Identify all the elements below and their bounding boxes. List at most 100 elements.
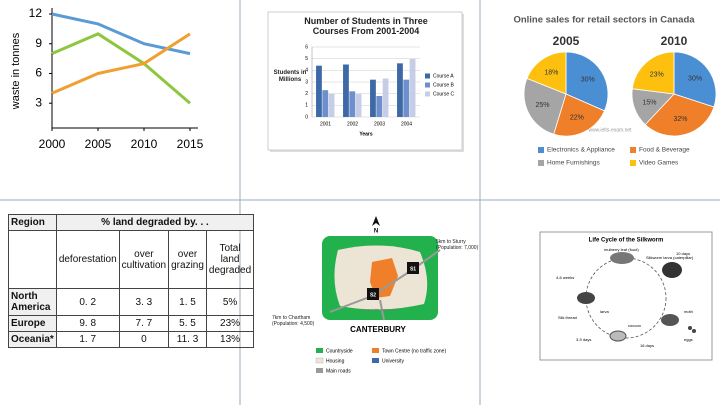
school [367, 288, 379, 300]
main-road [379, 299, 385, 321]
cocoon [609, 330, 627, 342]
x-tick-label: 2000 [39, 137, 66, 151]
x-axis-label: Years [359, 131, 373, 137]
line-series [51, 32, 191, 105]
x-tick-label: 2001 [320, 121, 331, 127]
table-cell: 3. 3 [118, 288, 170, 316]
diagram-label: larva [600, 309, 609, 314]
legend-label: Countryside [326, 348, 353, 354]
y-tick-label: 6 [305, 44, 308, 50]
row-header: Oceania* [8, 331, 57, 348]
watermark: www.ielts-exam.net [363, 307, 398, 312]
diagram-label: 4-6 weeks [556, 275, 574, 280]
legend-swatch [630, 160, 636, 166]
value-label: 30% [581, 77, 595, 84]
value-label: 15% [642, 100, 656, 107]
main-road [329, 249, 441, 313]
legend-label: Town Centre (no traffic zone) [382, 348, 446, 354]
x-tick-label: 2004 [401, 121, 412, 127]
pie-slice [631, 51, 675, 95]
map: N S1 S2 www.ielts-exam.net CANTERBURY Co… [315, 216, 446, 374]
school-label: S1 [410, 266, 416, 272]
pie-slice [673, 51, 717, 108]
y-tick-label: 2 [305, 91, 308, 97]
table-cell: 1. 7 [55, 331, 120, 348]
moth [661, 314, 679, 326]
map-label: 5km to Sturry (Population: 7,000) [436, 239, 479, 251]
legend-label: Home Furnishings [547, 160, 600, 167]
legend-swatch [425, 91, 430, 97]
bar [403, 79, 410, 117]
y-tick-label: 6 [35, 66, 42, 80]
bar [397, 63, 403, 117]
pie-name: 2005 [553, 34, 580, 48]
table-cell: 0. 2 [55, 288, 120, 316]
legend-swatch [425, 82, 430, 88]
school [407, 262, 419, 274]
table-cell: 5% [205, 288, 255, 316]
value-label: 32% [673, 116, 687, 123]
diagram-label: 10 days [676, 251, 690, 256]
row-header: Europe [8, 315, 57, 332]
legend-swatch [538, 147, 544, 153]
value-label: 22% [570, 115, 584, 122]
legend-swatch [538, 160, 544, 166]
legend-swatch [316, 348, 323, 353]
x-tick-label: 2015 [177, 137, 204, 151]
table-cell: 13% [205, 331, 255, 348]
leaf [610, 252, 634, 264]
bar-y-label: Students in Millions [273, 70, 307, 83]
bar-title: Number of Students in Three Courses From… [304, 16, 428, 37]
diagram-label: mulberry leaf (food) [604, 247, 639, 252]
legend-label: University [382, 358, 404, 364]
table-header: Region [8, 214, 57, 231]
line-series [51, 32, 191, 95]
column-header: over grazing [168, 230, 207, 289]
watermark: www.ielts-exam.net [588, 127, 632, 133]
table-cell [8, 230, 57, 289]
legend-swatch [315, 357, 324, 364]
bar [343, 64, 349, 117]
table-cell: 9. 8 [55, 315, 120, 332]
school-label: S2 [370, 292, 376, 298]
y-tick-label: 5 [305, 56, 308, 62]
legend-label: Food & Beverage [639, 147, 690, 154]
table-cell: 11. 3 [168, 331, 207, 348]
north-arrow [372, 216, 380, 226]
table-cell: 1. 5 [168, 288, 207, 316]
bar [322, 90, 329, 117]
table-cell: 23% [205, 315, 255, 332]
bar [376, 96, 383, 117]
legend-label: Video Games [639, 160, 679, 167]
legend-swatch [372, 358, 379, 363]
data-table: Region % land degraded by. . . deforesta… [8, 214, 255, 348]
pie-slice [565, 51, 609, 112]
larva [662, 262, 682, 278]
y-tick-label: 3 [305, 79, 308, 85]
larva-stage [577, 292, 595, 304]
x-tick-label: 2003 [374, 121, 385, 127]
chart-frame [267, 11, 463, 151]
diagram-label: moth [684, 309, 693, 314]
legend-label: Housing [326, 358, 345, 364]
pie-name: 2010 [661, 34, 688, 48]
pie-slice [553, 93, 605, 137]
legend-label: Electronics & Appliance [547, 147, 615, 154]
legend-label: Main roads [326, 368, 351, 374]
pie-slice [526, 51, 567, 95]
row-header: North America [8, 288, 57, 316]
table-cell: 0 [118, 331, 170, 348]
diagram-label: 3-9 days [576, 337, 591, 342]
column-header: Total land degraded [205, 230, 255, 289]
value-label: 30% [688, 76, 702, 83]
legend-label: Course C [433, 91, 455, 97]
diagram-label: cocoon [628, 323, 641, 328]
pie-slice [644, 93, 715, 137]
y-tick-label: 4 [305, 68, 308, 74]
bar [328, 93, 335, 117]
map-label: 7km to Chartham (Population: 4,500) [272, 315, 315, 327]
column-header: deforestation [55, 230, 120, 289]
legend-swatch [372, 348, 379, 353]
north-label: N [374, 229, 378, 235]
